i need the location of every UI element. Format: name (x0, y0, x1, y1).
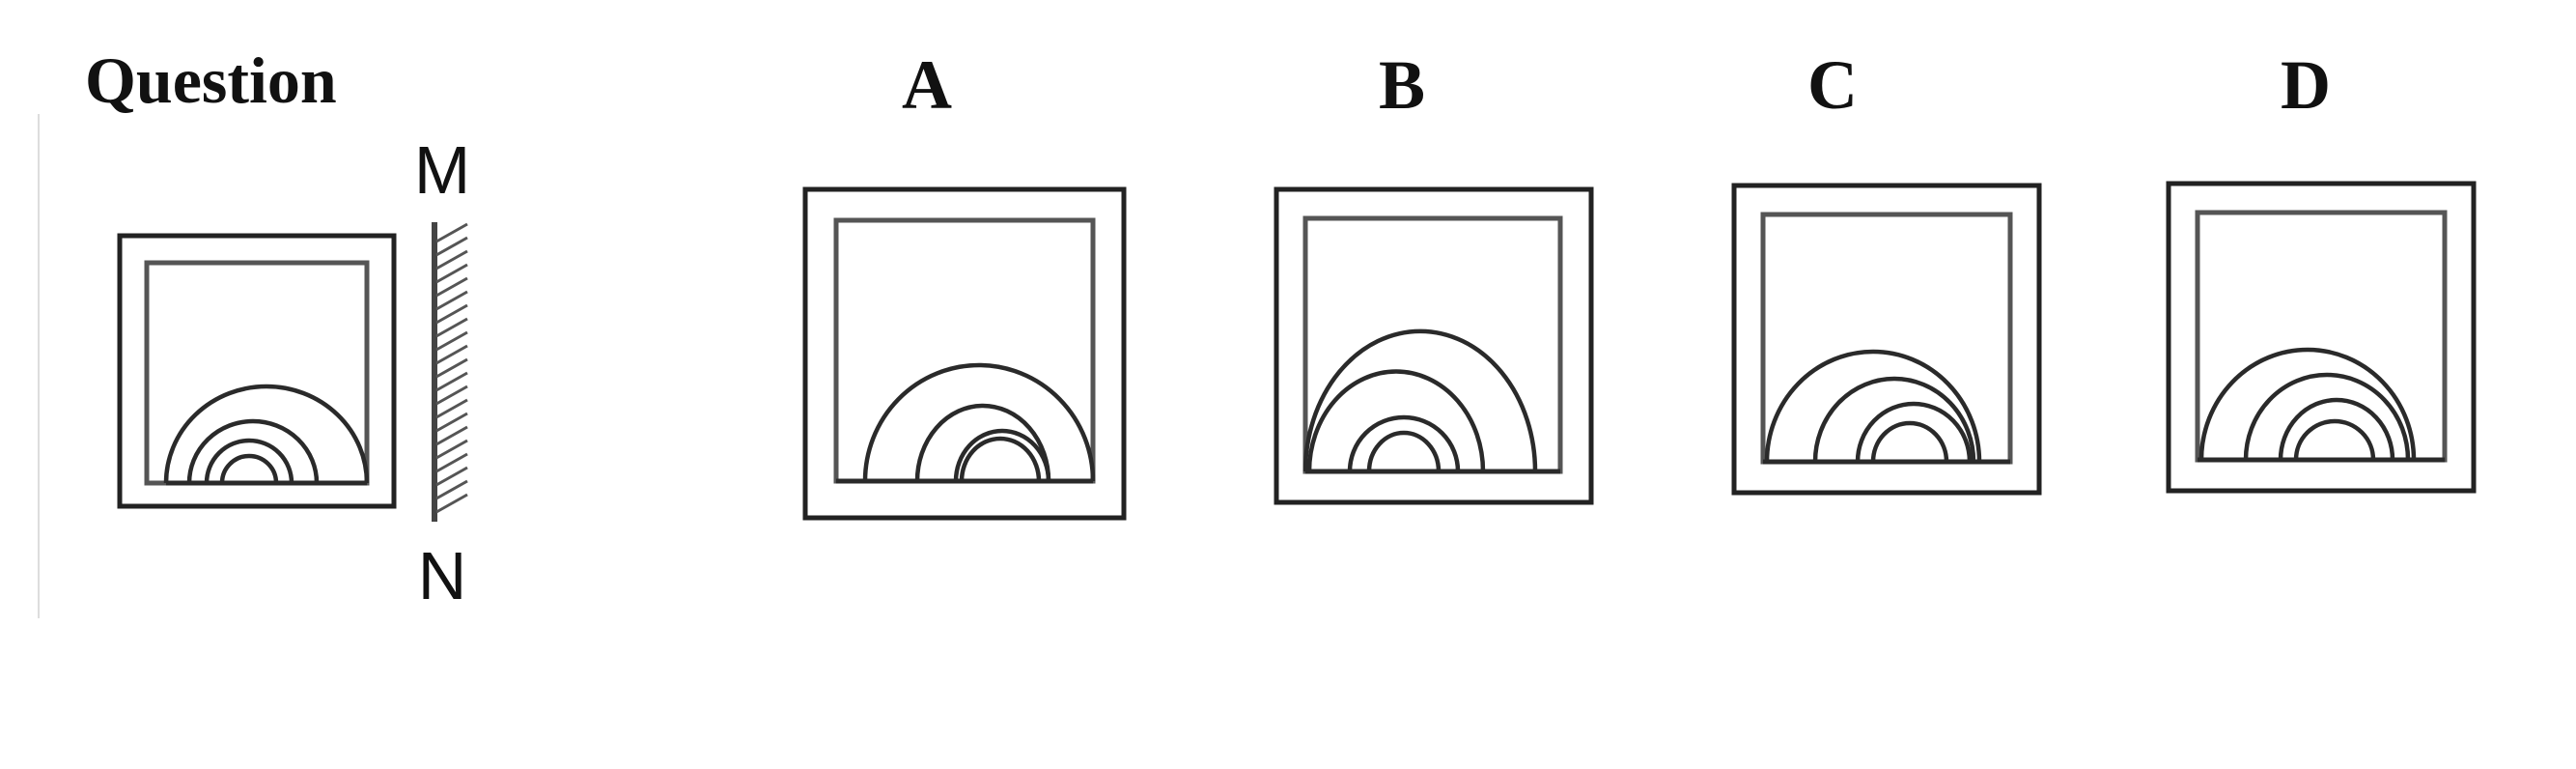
mirror-hatch-mark (435, 398, 468, 419)
mirror-label-n: N (418, 538, 467, 613)
mirror-hatch-mark (435, 357, 468, 379)
option-label-a: A (902, 46, 952, 124)
mirror-hatch-mark (435, 452, 468, 473)
mirror-hatch-mark (435, 330, 468, 352)
option-b-figure (1274, 186, 1594, 505)
mirror-mn (432, 222, 468, 522)
option-a-figure (802, 186, 1127, 521)
mirror-hatch-mark (435, 344, 468, 365)
mirror-hatch-mark (435, 466, 468, 487)
mirror-hatch-mark (435, 236, 468, 257)
mirror-hatch-mark (435, 412, 468, 433)
question-figure (117, 233, 397, 509)
option-label-c: C (1807, 46, 1858, 124)
option-label-b: B (1379, 46, 1425, 124)
option-label-d: D (2281, 46, 2331, 124)
mirror-hatch-mark (435, 290, 468, 311)
mirror-hatching (435, 222, 468, 514)
option-c-figure (1731, 183, 2042, 496)
question-label: Question (85, 43, 337, 117)
mirror-hatch-mark (435, 425, 468, 446)
mirror-hatch-mark (435, 276, 468, 298)
mirror-hatch-mark (435, 479, 468, 500)
mirror-label-m: M (414, 132, 470, 208)
mirror-hatch-mark (435, 493, 468, 514)
mirror-hatch-mark (435, 317, 468, 338)
option-d-figure (2166, 181, 2477, 494)
mirror-hatch-mark (435, 222, 468, 243)
mirror-hatch-mark (435, 371, 468, 392)
mirror-hatch-mark (435, 303, 468, 325)
mirror-hatch-mark (435, 263, 468, 284)
mirror-hatch-mark (435, 384, 468, 406)
mirror-hatch-mark (435, 249, 468, 271)
mirror-hatch-mark (435, 439, 468, 460)
